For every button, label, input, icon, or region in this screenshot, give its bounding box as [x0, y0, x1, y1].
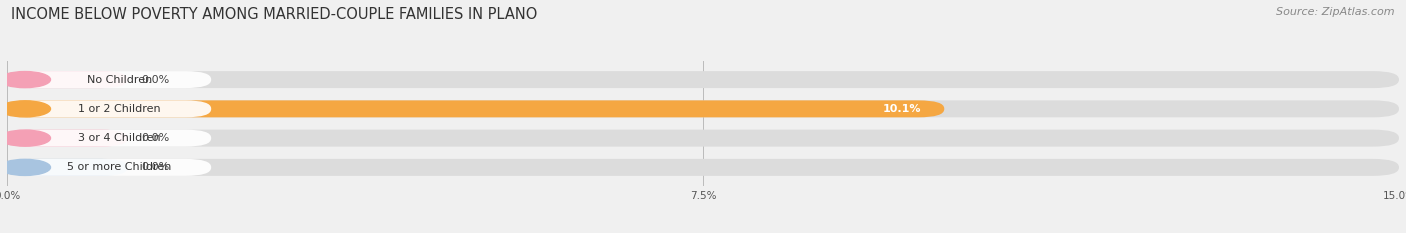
Text: 10.1%: 10.1%	[883, 104, 921, 114]
Circle shape	[0, 159, 51, 175]
Text: Source: ZipAtlas.com: Source: ZipAtlas.com	[1277, 7, 1395, 17]
FancyBboxPatch shape	[7, 130, 128, 147]
FancyBboxPatch shape	[7, 71, 211, 88]
Circle shape	[0, 130, 51, 146]
FancyBboxPatch shape	[7, 100, 945, 117]
Text: 0.0%: 0.0%	[142, 75, 170, 85]
Text: No Children: No Children	[87, 75, 152, 85]
Circle shape	[0, 72, 51, 88]
Text: 5 or more Children: 5 or more Children	[67, 162, 172, 172]
FancyBboxPatch shape	[7, 71, 1399, 88]
FancyBboxPatch shape	[7, 130, 211, 147]
FancyBboxPatch shape	[7, 159, 1399, 176]
Text: 0.0%: 0.0%	[142, 162, 170, 172]
Text: 0.0%: 0.0%	[142, 133, 170, 143]
Text: INCOME BELOW POVERTY AMONG MARRIED-COUPLE FAMILIES IN PLANO: INCOME BELOW POVERTY AMONG MARRIED-COUPL…	[11, 7, 537, 22]
FancyBboxPatch shape	[7, 130, 1399, 147]
Text: 1 or 2 Children: 1 or 2 Children	[77, 104, 160, 114]
Circle shape	[0, 101, 51, 117]
FancyBboxPatch shape	[7, 159, 211, 176]
FancyBboxPatch shape	[7, 100, 211, 117]
Text: 3 or 4 Children: 3 or 4 Children	[77, 133, 160, 143]
FancyBboxPatch shape	[7, 71, 128, 88]
FancyBboxPatch shape	[7, 100, 1399, 117]
FancyBboxPatch shape	[7, 159, 128, 176]
